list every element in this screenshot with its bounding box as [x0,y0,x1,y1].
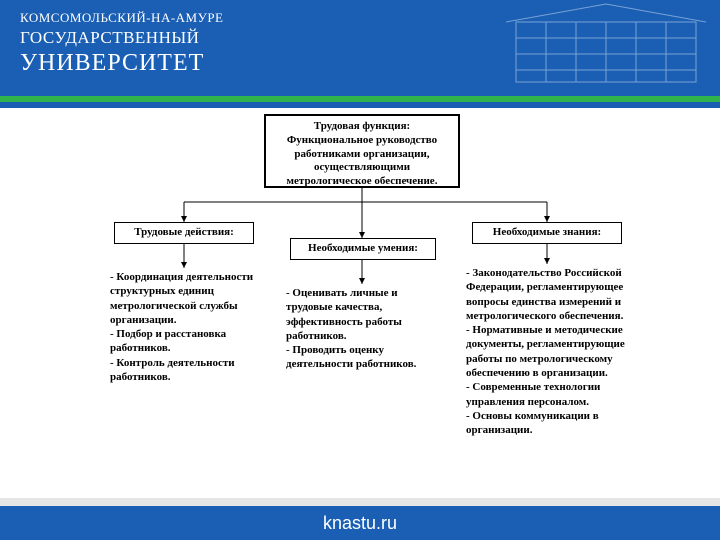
root-label: Трудовая функция: Функциональное руковод… [287,120,438,187]
footer-text: knastu.ru [323,513,397,533]
building-illustration [506,0,706,96]
gray-band [0,498,720,506]
footer-band: knastu.ru [0,498,720,540]
col-body-actions-text: - Координация деятельности структурных е… [110,271,253,383]
header: КОМСОМОЛЬСКИЙ-НА-АМУРЕ ГОСУДАРСТВЕННЫЙ У… [0,0,720,96]
col-header-skills-label: Необходимые умения: [308,242,418,254]
col-body-knowledge: - Законодательство Российской Федерации,… [466,266,638,438]
col-body-skills: - Оценивать личные и трудовые качества, … [286,286,446,372]
col-body-knowledge-text: - Законодательство Российской Федерации,… [466,267,625,436]
col-header-actions-label: Трудовые действия: [134,226,234,238]
col-header-actions: Трудовые действия: [114,222,254,244]
col-header-knowledge: Необходимые знания: [472,222,622,244]
col-header-skills: Необходимые умения: [290,238,436,260]
root-box: Трудовая функция: Функциональное руковод… [264,114,460,188]
footer: knastu.ru [0,506,720,540]
col-header-knowledge-label: Необходимые знания: [493,226,601,238]
diagram-area: Трудовая функция: Функциональное руковод… [0,108,720,498]
col-body-actions: - Координация деятельности структурных е… [110,270,270,384]
col-body-skills-text: - Оценивать личные и трудовые качества, … [286,287,416,370]
